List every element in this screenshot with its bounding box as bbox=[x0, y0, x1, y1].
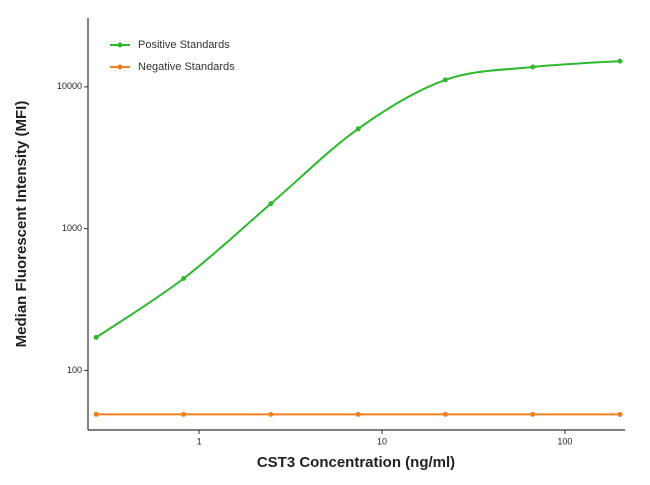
y-axis-title: Median Fluorescent Intensity (MFI) bbox=[13, 101, 30, 348]
y-tick-label: 100 bbox=[67, 365, 82, 375]
x-tick-label: 1 bbox=[197, 436, 202, 446]
data-point bbox=[355, 126, 361, 132]
data-point bbox=[617, 58, 623, 64]
data-point bbox=[355, 411, 361, 417]
data-point bbox=[181, 411, 187, 417]
series-line bbox=[95, 60, 621, 339]
x-tick-label: 100 bbox=[557, 436, 572, 446]
x-axis-title: CST3 Concentration (ng/ml) bbox=[257, 454, 455, 471]
legend-label: Positive Standards bbox=[138, 39, 230, 51]
y-tick-label: 1000 bbox=[62, 223, 82, 233]
x-tick-label: 10 bbox=[377, 436, 387, 446]
legend-marker bbox=[117, 64, 123, 70]
legend-label: Negative Standards bbox=[138, 61, 235, 73]
data-point bbox=[93, 334, 99, 340]
data-point bbox=[617, 411, 623, 417]
data-point bbox=[181, 275, 187, 281]
data-point bbox=[530, 411, 536, 417]
data-point bbox=[268, 201, 274, 207]
data-point bbox=[442, 411, 448, 417]
data-point bbox=[530, 64, 536, 70]
data-point bbox=[93, 411, 99, 417]
data-point bbox=[442, 77, 448, 83]
y-tick-label: 10000 bbox=[57, 81, 82, 91]
legend-marker bbox=[117, 42, 123, 48]
data-point bbox=[268, 411, 274, 417]
